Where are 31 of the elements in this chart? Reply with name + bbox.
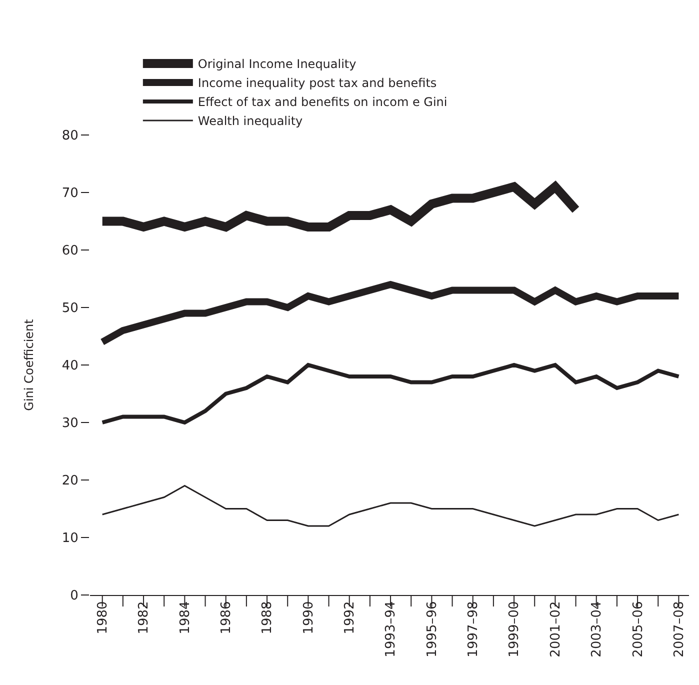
legend-label: Original Income Inequality (198, 57, 356, 72)
x-tick-label: 1980 (96, 601, 111, 634)
y-tick-label: 80 (62, 128, 78, 144)
x-tick-label: 2001–02 (548, 601, 564, 658)
x-tick-label: 2003–04 (590, 601, 605, 658)
x-tick-label: 1993–94 (384, 601, 399, 658)
x-tick-label: 1997–98 (466, 601, 482, 658)
line-series (100, 363, 681, 424)
x-tick-label: 1999–00 (507, 601, 522, 658)
y-tick-label: 30 (62, 416, 78, 432)
y-tick-label: 20 (62, 474, 78, 489)
y-axis-title: Gini Coefficient (22, 318, 36, 411)
line-series (102, 485, 680, 527)
legend-label: Income inequality post tax and benefits (198, 76, 437, 90)
x-tick-label: 1986 (219, 601, 234, 634)
legend-label: Effect of tax and benefits on incom e Gini (198, 95, 448, 110)
y-tick-label: 10 (62, 531, 78, 546)
y-tick-label: 0 (70, 588, 78, 604)
x-tick-label: 2007–08 (672, 601, 687, 658)
x-tick-label: 1992 (342, 601, 358, 634)
y-tick-label: 60 (62, 244, 78, 259)
x-tick-label: 1984 (178, 601, 193, 634)
x-tick-label: 2005–06 (630, 601, 646, 658)
x-tick-label: 1988 (260, 601, 276, 634)
x-tick-label: 1982 (136, 601, 152, 634)
x-tick-label: 1990 (301, 601, 316, 634)
y-tick-label: 50 (62, 301, 78, 316)
legend-label: Wealth inequality (198, 114, 303, 128)
x-tick-label: 1995–96 (424, 601, 440, 658)
y-tick-label: 70 (62, 186, 78, 202)
y-tick-label: 40 (62, 358, 78, 374)
